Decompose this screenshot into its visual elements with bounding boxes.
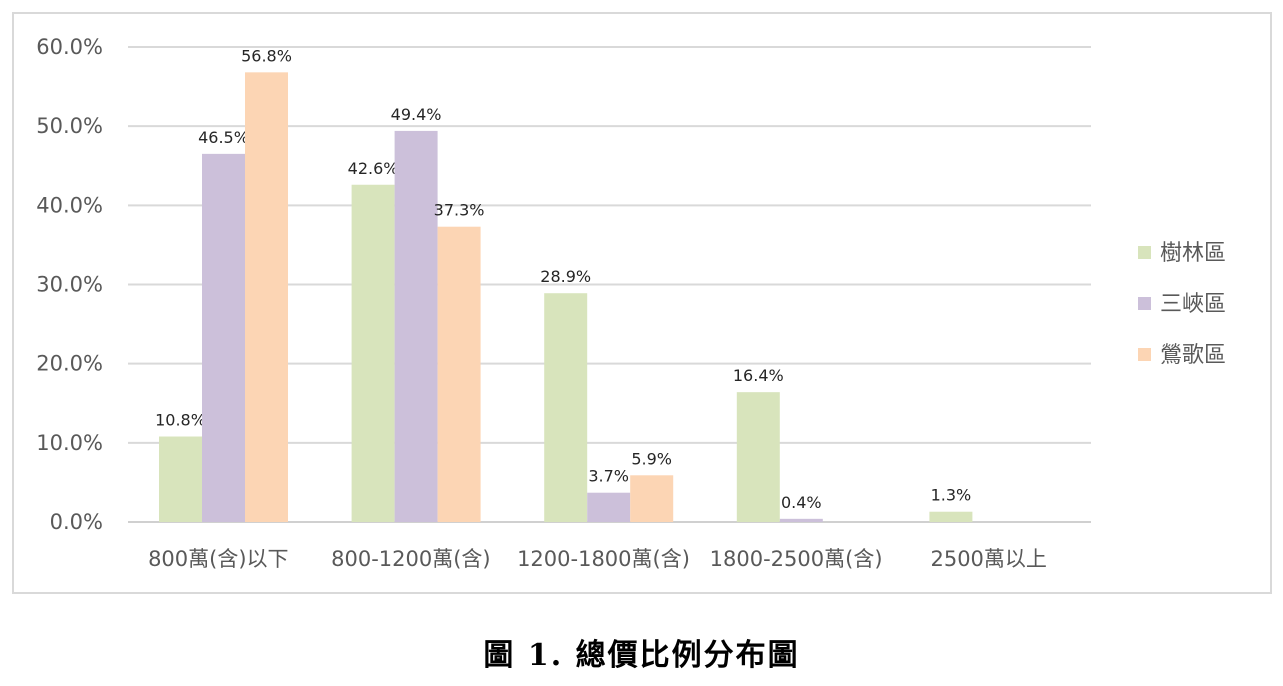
data-label: 1.3% [931, 486, 972, 505]
legend-label: 樹林區 [1160, 241, 1226, 266]
y-tick-label: 60.0% [36, 35, 103, 59]
x-tick-label: 1800-2500萬(含) [710, 547, 883, 571]
bar [630, 475, 674, 522]
bar [159, 436, 202, 522]
x-tick-label: 800-1200萬(含) [331, 547, 491, 571]
bar [437, 226, 481, 523]
data-label: 28.9% [540, 267, 591, 286]
y-tick-label: 30.0% [36, 273, 103, 297]
data-label: 46.5% [198, 128, 249, 147]
bar [351, 184, 395, 522]
data-label: 3.7% [588, 467, 629, 486]
legend-label: 三峽區 [1160, 292, 1226, 317]
y-tick-label: 0.0% [50, 510, 103, 534]
legend-label: 鶯歌區 [1160, 343, 1226, 368]
data-label: 42.6% [348, 159, 399, 178]
data-label: 16.4% [733, 366, 784, 385]
data-label: 10.8% [155, 411, 206, 430]
bar [929, 511, 973, 522]
x-tick-label: 800萬(含)以下 [148, 547, 288, 571]
data-label: 37.3% [434, 201, 485, 220]
y-tick-label: 40.0% [36, 193, 103, 217]
data-label: 56.8% [241, 46, 292, 65]
y-tick-label: 50.0% [36, 114, 103, 138]
bar [202, 153, 245, 522]
bar [394, 130, 438, 522]
bar [544, 293, 588, 522]
x-tick-label: 2500萬以上 [930, 547, 1046, 571]
bar [779, 518, 823, 522]
bar [587, 492, 631, 522]
data-label: 0.4% [781, 493, 822, 512]
legend-swatch [1138, 246, 1151, 259]
legend-swatch [1138, 297, 1151, 310]
bar-chart: 0.0% 10.0% 20.0% 30.0% 40.0% 50.0% 60.0% 10.8% 4… [36, 35, 1226, 571]
y-tick-label: 10.0% [36, 431, 103, 455]
bar [245, 72, 288, 523]
x-tick-label: 1200-1800萬(含) [517, 547, 690, 571]
y-tick-label: 20.0% [36, 352, 103, 376]
data-label: 5.9% [631, 449, 672, 468]
figure-caption: 圖 1. 總價比例分布圖 [483, 638, 800, 673]
chart-frame: 0.0% 10.0% 20.0% 30.0% 40.0% 50.0% 60.0% 10.8% 4… [12, 12, 1272, 594]
data-label: 49.4% [391, 105, 442, 124]
legend-swatch [1138, 348, 1151, 361]
bar [736, 392, 780, 522]
